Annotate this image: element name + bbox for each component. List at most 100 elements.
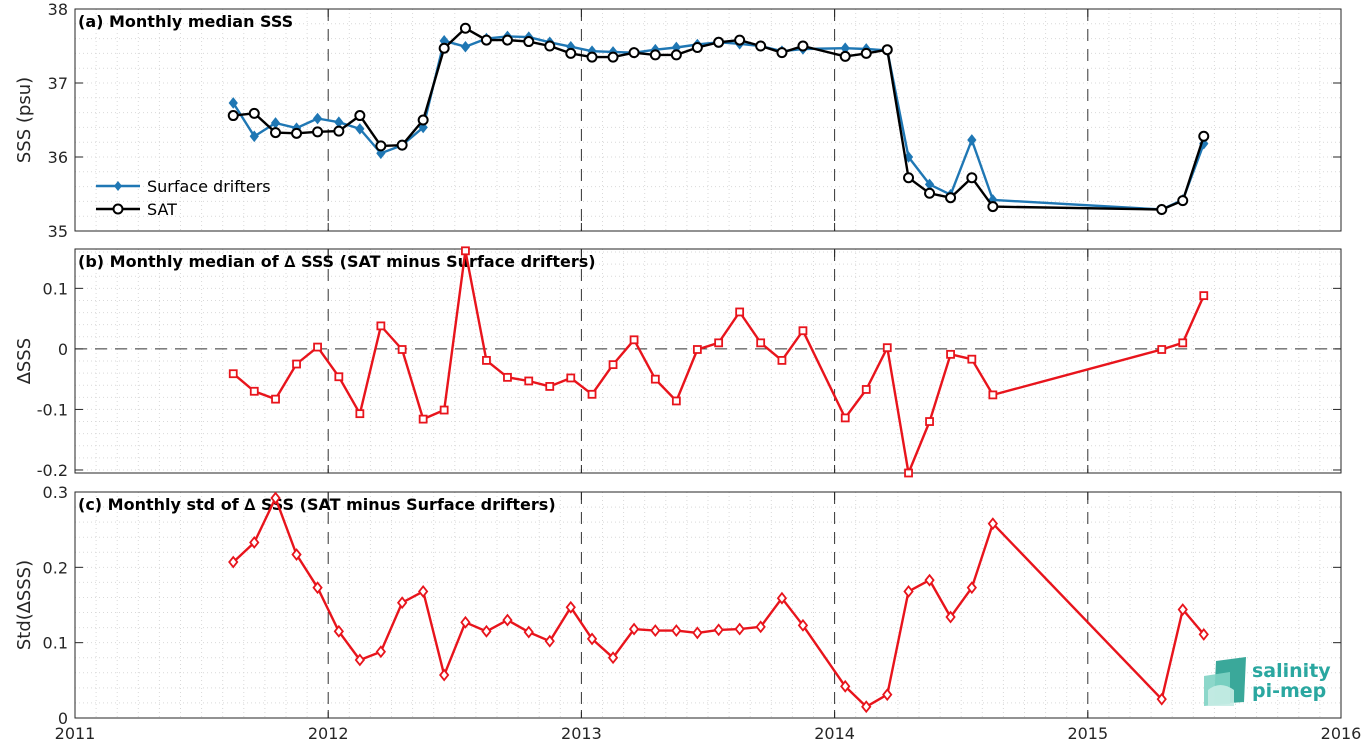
- data-point: [988, 390, 998, 400]
- y-tick-label: 37: [48, 74, 68, 93]
- data-point: [523, 625, 534, 639]
- data-point: [925, 417, 934, 426]
- data-point: [945, 610, 956, 624]
- data-point: [734, 34, 746, 46]
- y-tick-label: 36: [48, 148, 68, 167]
- data-point: [714, 338, 724, 348]
- data-point: [1199, 291, 1209, 301]
- data-point: [586, 51, 598, 63]
- salinity-pi-mep-logo: salinity pi-mep: [1204, 657, 1331, 706]
- data-point: [313, 342, 322, 352]
- x-tick-label: 2012: [308, 724, 349, 743]
- data-point: [946, 349, 955, 359]
- data-point: [291, 127, 303, 139]
- data-point: [418, 414, 428, 424]
- data-point: [671, 624, 682, 638]
- data-point: [608, 360, 618, 370]
- data-point: [439, 405, 449, 415]
- legend-sat-marker: [112, 203, 124, 215]
- data-point: [1178, 338, 1188, 348]
- legend-drifters-label: Surface drifters: [147, 177, 271, 196]
- panel-title: (a) Monthly median SSS: [78, 12, 293, 31]
- data-point: [987, 201, 999, 213]
- data-point: [1156, 204, 1168, 216]
- axes-frame: [74, 491, 1342, 719]
- data-point: [312, 126, 324, 138]
- data-point: [650, 374, 660, 384]
- data-point: [691, 41, 703, 53]
- data-point: [228, 97, 238, 109]
- data-point: [545, 382, 555, 391]
- data-point: [503, 372, 512, 382]
- data-point: [924, 187, 936, 199]
- data-point: [228, 369, 238, 379]
- y-tick-label: 35: [48, 222, 68, 241]
- data-point: [798, 326, 808, 336]
- data-point: [1177, 195, 1189, 207]
- data-point: [439, 668, 450, 682]
- data-point: [945, 192, 957, 204]
- data-point: [249, 536, 260, 549]
- panel-b-median-delta-sss: -0.2 -0.1 0 0.1 ∆SSS (b) Monthly median of ∆ …: [14, 246, 1342, 480]
- data-point: [480, 34, 492, 46]
- data-point: [1177, 603, 1188, 616]
- x-tick-label: 2014: [814, 724, 855, 743]
- x-tick-label: 2011: [55, 724, 96, 743]
- data-point: [882, 688, 893, 702]
- data-point: [629, 335, 639, 345]
- data-point: [797, 40, 809, 52]
- series-line: [233, 27, 1205, 211]
- data-point: [396, 596, 408, 610]
- data-point: [840, 413, 850, 423]
- data-point: [924, 573, 935, 587]
- y-tick-label: 0.1: [43, 279, 68, 298]
- data-point: [670, 49, 682, 61]
- data-point: [270, 117, 281, 129]
- data-point: [417, 584, 429, 598]
- y-tick-label: -0.2: [37, 461, 68, 480]
- data-point: [797, 618, 809, 632]
- data-point: [270, 491, 281, 505]
- data-point: [734, 622, 745, 636]
- data-point: [735, 307, 745, 317]
- y-tick-label: 0.3: [43, 483, 68, 502]
- data-point: [249, 130, 259, 143]
- data-point: [692, 345, 702, 354]
- data-point: [692, 626, 703, 640]
- legend-sat-label: SAT: [147, 200, 177, 219]
- data-point: [417, 114, 429, 126]
- data-point: [776, 591, 788, 605]
- data-point: [966, 581, 977, 595]
- data-point: [586, 632, 598, 646]
- data-point: [523, 36, 535, 48]
- data-point: [755, 620, 766, 634]
- y-tick-label: 0.1: [43, 634, 68, 653]
- data-point: [649, 49, 661, 61]
- panel-title: (b) Monthly median of ∆ SSS (SAT minus S…: [78, 252, 596, 271]
- legend-box: Surface drifters SAT: [96, 177, 271, 219]
- data-point: [312, 581, 323, 595]
- data-point: [861, 700, 872, 714]
- data-point: [587, 389, 597, 399]
- data-point: [777, 355, 787, 365]
- data-point: [882, 343, 892, 353]
- data-point: [291, 548, 302, 561]
- data-point: [460, 615, 471, 629]
- data-point: [776, 47, 788, 59]
- data-point: [756, 338, 766, 348]
- data-point: [755, 40, 767, 52]
- logo-text-salinity: salinity: [1252, 660, 1331, 682]
- data-point: [292, 359, 301, 369]
- axes-frame: [74, 248, 1342, 474]
- data-point: [376, 321, 386, 331]
- data-point: [333, 125, 345, 137]
- data-point: [544, 634, 555, 648]
- logo-text-pi-mep: pi-mep: [1252, 680, 1326, 702]
- data-point: [270, 127, 282, 139]
- data-point: [1198, 130, 1210, 142]
- data-point: [607, 51, 619, 63]
- data-point: [1157, 345, 1167, 354]
- data-point: [396, 139, 408, 151]
- panel-a-monthly-median-sss: 35 36 37 38 SSS (psu) (a) Monthly median SSS: [14, 0, 1342, 241]
